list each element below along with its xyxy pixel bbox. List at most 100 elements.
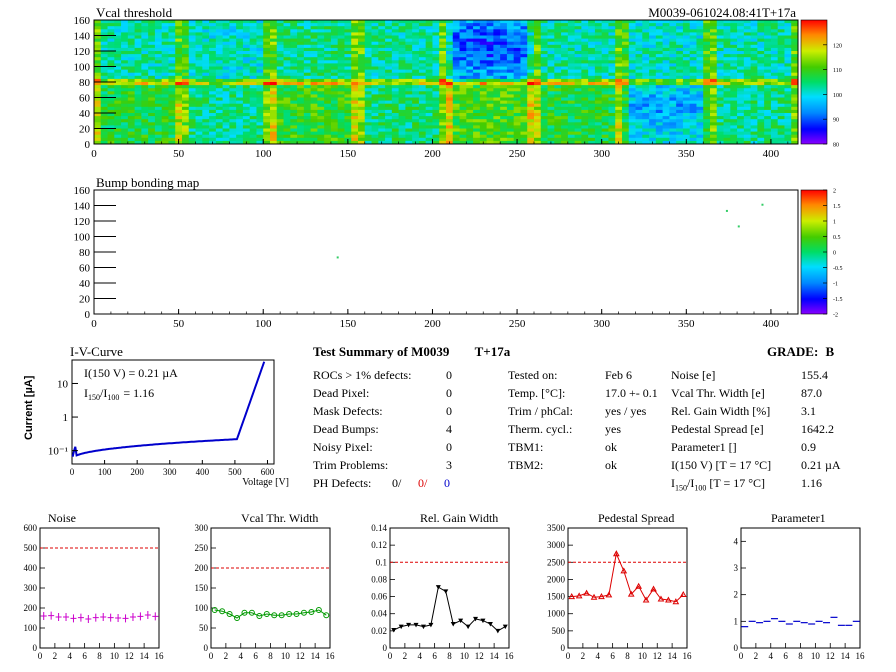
heatmap-cell [737, 85, 745, 89]
heatmap-cell [710, 125, 718, 129]
heatmap-cell [622, 137, 630, 142]
heatmap-cell [723, 78, 731, 83]
heatmap-cell [764, 134, 772, 139]
heatmap-cell [317, 57, 325, 61]
heatmap-cell [642, 20, 650, 24]
heatmap-cell [398, 54, 406, 58]
heatmap-cell [547, 78, 555, 83]
heatmap-cell [317, 35, 325, 39]
heatmap-cell [310, 119, 318, 123]
heatmap-cell [594, 57, 603, 61]
heatmap-cell [737, 128, 745, 132]
heatmap-cell [182, 91, 190, 95]
heatmap-cell [121, 94, 129, 98]
heatmap-cell [398, 57, 406, 61]
heatmap-cell [770, 41, 779, 46]
y-tick-label: 80 [79, 247, 91, 259]
heatmap-cell [649, 35, 657, 39]
heatmap-cell [506, 20, 515, 24]
heatmap-cell [662, 69, 670, 74]
heatmap-cell [215, 100, 224, 105]
heatmap-cell [344, 119, 352, 123]
heatmap-cell [723, 23, 731, 27]
heatmap-cell [689, 122, 697, 126]
heatmap-cell [330, 113, 339, 117]
heatmap-cell [344, 54, 352, 58]
heatmap-cell [378, 38, 386, 43]
heatmap-cell [655, 119, 664, 123]
heatmap-cell [242, 32, 251, 36]
heatmap-cell [418, 44, 427, 49]
heatmap-cell [574, 63, 582, 67]
heatmap-cell [682, 113, 691, 117]
heatmap-cell [195, 128, 203, 132]
heatmap-cell [561, 116, 569, 120]
heatmap-cell [689, 106, 697, 111]
heatmap-cell [100, 125, 108, 129]
heatmap-cell [757, 72, 765, 77]
heatmap-cell [723, 41, 731, 46]
heatmap-cell [777, 54, 785, 58]
heatmap-cell [615, 97, 623, 101]
heatmap-cell [615, 122, 623, 126]
heatmap-cell [121, 29, 129, 33]
heatmap-cell [175, 106, 183, 111]
heatmap-cell [527, 54, 535, 58]
heatmap-cell [290, 134, 298, 139]
heatmap-cell [283, 63, 291, 67]
heatmap-cell [94, 57, 102, 61]
heatmap-cell [757, 54, 765, 58]
heatmap-cell [743, 119, 752, 123]
heatmap-cell [330, 66, 339, 70]
heatmap-cell [534, 57, 542, 61]
heatmap-cell [371, 41, 379, 46]
heatmap-cell [452, 113, 460, 117]
heatmap-cell [791, 85, 799, 89]
heatmap-cell [303, 57, 312, 61]
heatmap-cell [649, 113, 657, 117]
heatmap-cell [655, 66, 664, 70]
heatmap-cell [249, 69, 257, 74]
heatmap-cell [391, 20, 400, 24]
heatmap-cell [642, 54, 650, 58]
heatmap-cell [229, 51, 237, 55]
heatmap-cell [351, 109, 359, 114]
heatmap-cell [127, 128, 136, 132]
heatmap-cell [263, 131, 271, 136]
heatmap-cell [141, 131, 149, 136]
heatmap-cell [689, 94, 697, 98]
heatmap-cell [540, 125, 548, 129]
heatmap-cell [405, 137, 413, 142]
heatmap-cell [703, 29, 711, 33]
heatmap-cell [479, 57, 488, 61]
heatmap-cell [466, 134, 474, 139]
heatmap-cell [324, 125, 332, 129]
heatmap-cell [500, 113, 508, 117]
heatmap-cell [716, 106, 724, 111]
heatmap-cell [730, 32, 738, 36]
heatmap-cell [378, 78, 386, 83]
heatmap-cell [236, 20, 244, 24]
heatmap-cell [215, 38, 224, 43]
heatmap-cell [615, 20, 623, 24]
heatmap-cell [432, 85, 440, 89]
heatmap-cell [127, 116, 136, 120]
heatmap-cell [182, 119, 190, 123]
heatmap-cell [513, 32, 521, 36]
heatmap-cell [784, 82, 792, 86]
heatmap-cell [696, 116, 704, 120]
heatmap-cell [588, 109, 596, 114]
heatmap-cell [188, 23, 196, 27]
heatmap-cell [527, 128, 535, 132]
heatmap-cell [168, 72, 176, 77]
heatmap-cell [682, 131, 691, 136]
heatmap-cell [202, 32, 210, 36]
heatmap-cell [276, 44, 284, 49]
heatmap-cell [703, 100, 711, 105]
heatmap-cell [175, 125, 183, 129]
heatmap-cell [547, 100, 555, 105]
heatmap-cell [561, 26, 569, 30]
heatmap-cell [141, 122, 149, 126]
heatmap-cell [412, 103, 420, 108]
heatmap-cell [527, 88, 535, 92]
